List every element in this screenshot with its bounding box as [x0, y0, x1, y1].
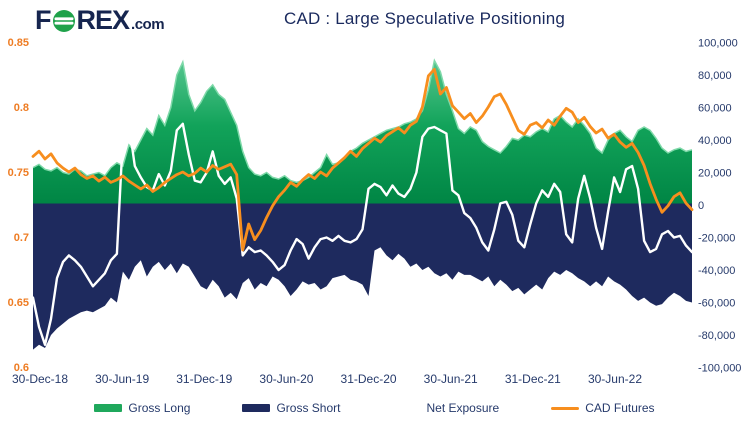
- forex-coin-icon: [52, 9, 75, 32]
- gross-long-swatch-icon: [94, 404, 123, 412]
- chart-legend: Gross Long Gross Short Net Exposure CAD …: [0, 398, 749, 418]
- forex-logo: F REX .com: [35, 5, 165, 35]
- left-axis-tick: 0.85: [8, 37, 29, 49]
- logo-text-rex: REX: [76, 5, 131, 35]
- legend-item-net-exposure: Net Exposure: [392, 401, 500, 415]
- cad-futures-line: [31, 67, 694, 252]
- x-axis-tick: 30-Jun-21: [424, 372, 478, 386]
- x-axis-tick: 30-Dec-18: [12, 372, 68, 386]
- left-axis-tick: 0.7: [14, 232, 29, 244]
- right-axis-tick: 100,000: [698, 38, 738, 50]
- right-axis-tick: -100,000: [698, 363, 741, 375]
- left-axis-tick: 0.6: [14, 362, 29, 374]
- legend-label: CAD Futures: [585, 401, 655, 415]
- legend-label: Net Exposure: [426, 401, 500, 415]
- logo-text-f: F: [35, 5, 51, 35]
- legend-item-gross-short: Gross Short: [242, 401, 341, 415]
- gross-short-swatch-icon: [242, 404, 271, 412]
- right-axis-tick: 20,000: [698, 168, 732, 180]
- x-axis-tick: 30-Jun-19: [95, 372, 149, 386]
- gross-long-edge: [32, 58, 693, 184]
- logo-text-tld: .com: [131, 15, 165, 33]
- gross-short-area: [33, 205, 692, 350]
- left-axis-tick: 0.75: [8, 167, 29, 179]
- x-axis-tick: 31-Dec-21: [505, 372, 561, 386]
- x-axis-tick: 30-Jun-20: [259, 372, 313, 386]
- right-axis-tick: -20,000: [698, 233, 735, 245]
- right-axis-tick: 0: [698, 200, 704, 212]
- right-axis-tick: -80,000: [698, 330, 735, 342]
- net-exposure-swatch-icon: [392, 406, 421, 410]
- chart-title: CAD : Large Speculative Positioning: [283, 9, 566, 28]
- left-axis-tick: 0.8: [14, 102, 29, 114]
- right-axis-tick: 80,000: [698, 70, 732, 82]
- right-axis-tick: 40,000: [698, 135, 732, 147]
- right-axis-tick: -60,000: [698, 298, 735, 310]
- legend-item-gross-long: Gross Long: [94, 401, 190, 415]
- legend-label: Gross Long: [128, 401, 191, 415]
- right-axis-tick: -40,000: [698, 265, 735, 277]
- right-axis-tick: 60,000: [698, 103, 732, 115]
- x-axis-tick: 31-Dec-20: [341, 372, 397, 386]
- x-axis-tick: 31-Dec-19: [176, 372, 232, 386]
- cad-futures-swatch-icon: [551, 406, 580, 410]
- left-axis-tick: 0.65: [8, 297, 29, 309]
- legend-label: Gross Short: [276, 401, 341, 415]
- legend-item-cad-futures: CAD Futures: [551, 401, 655, 415]
- net-exposure-line: [31, 122, 694, 346]
- x-axis-tick: 30-Jun-22: [588, 372, 642, 386]
